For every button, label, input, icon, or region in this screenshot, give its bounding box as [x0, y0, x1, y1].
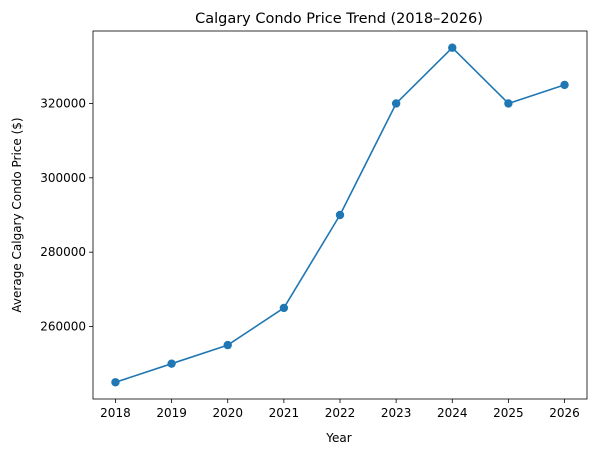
data-point: [504, 99, 513, 108]
data-point: [223, 340, 232, 350]
data-point: [279, 303, 289, 313]
x-tick-label: 2022: [325, 406, 356, 420]
x-axis-label: Year: [325, 431, 351, 445]
y-axis: 260000 280000 300000 320000: [40, 96, 93, 334]
data-point: [111, 378, 120, 387]
data-point: [560, 80, 569, 90]
y-tick-label: 280000: [40, 245, 86, 259]
x-tick-label: 2026: [549, 406, 580, 420]
series-layer: [111, 43, 569, 387]
x-tick-label: 2021: [269, 406, 300, 420]
y-tick-label: 260000: [40, 320, 86, 334]
y-axis-label: Average Calgary Condo Price ($): [10, 117, 24, 312]
x-tick-label: 2023: [381, 406, 412, 420]
x-tick-label: 2020: [212, 406, 243, 420]
x-tick-label: 2025: [493, 406, 524, 420]
y-tick-label: 300000: [40, 171, 86, 185]
x-tick-label: 2019: [156, 406, 187, 420]
chart-title: Calgary Condo Price Trend (2018–2026): [195, 11, 483, 27]
data-point: [391, 99, 401, 108]
data-point: [167, 359, 176, 368]
x-tick-label: 2018: [100, 406, 131, 420]
data-point: [448, 43, 457, 52]
x-tick-label: 2024: [437, 406, 468, 420]
y-tick-label: 320000: [40, 96, 86, 110]
data-point: [335, 210, 345, 220]
x-axis: 2018 2019 2020 2021 2022 2023 2024 2025 2026: [100, 399, 580, 420]
